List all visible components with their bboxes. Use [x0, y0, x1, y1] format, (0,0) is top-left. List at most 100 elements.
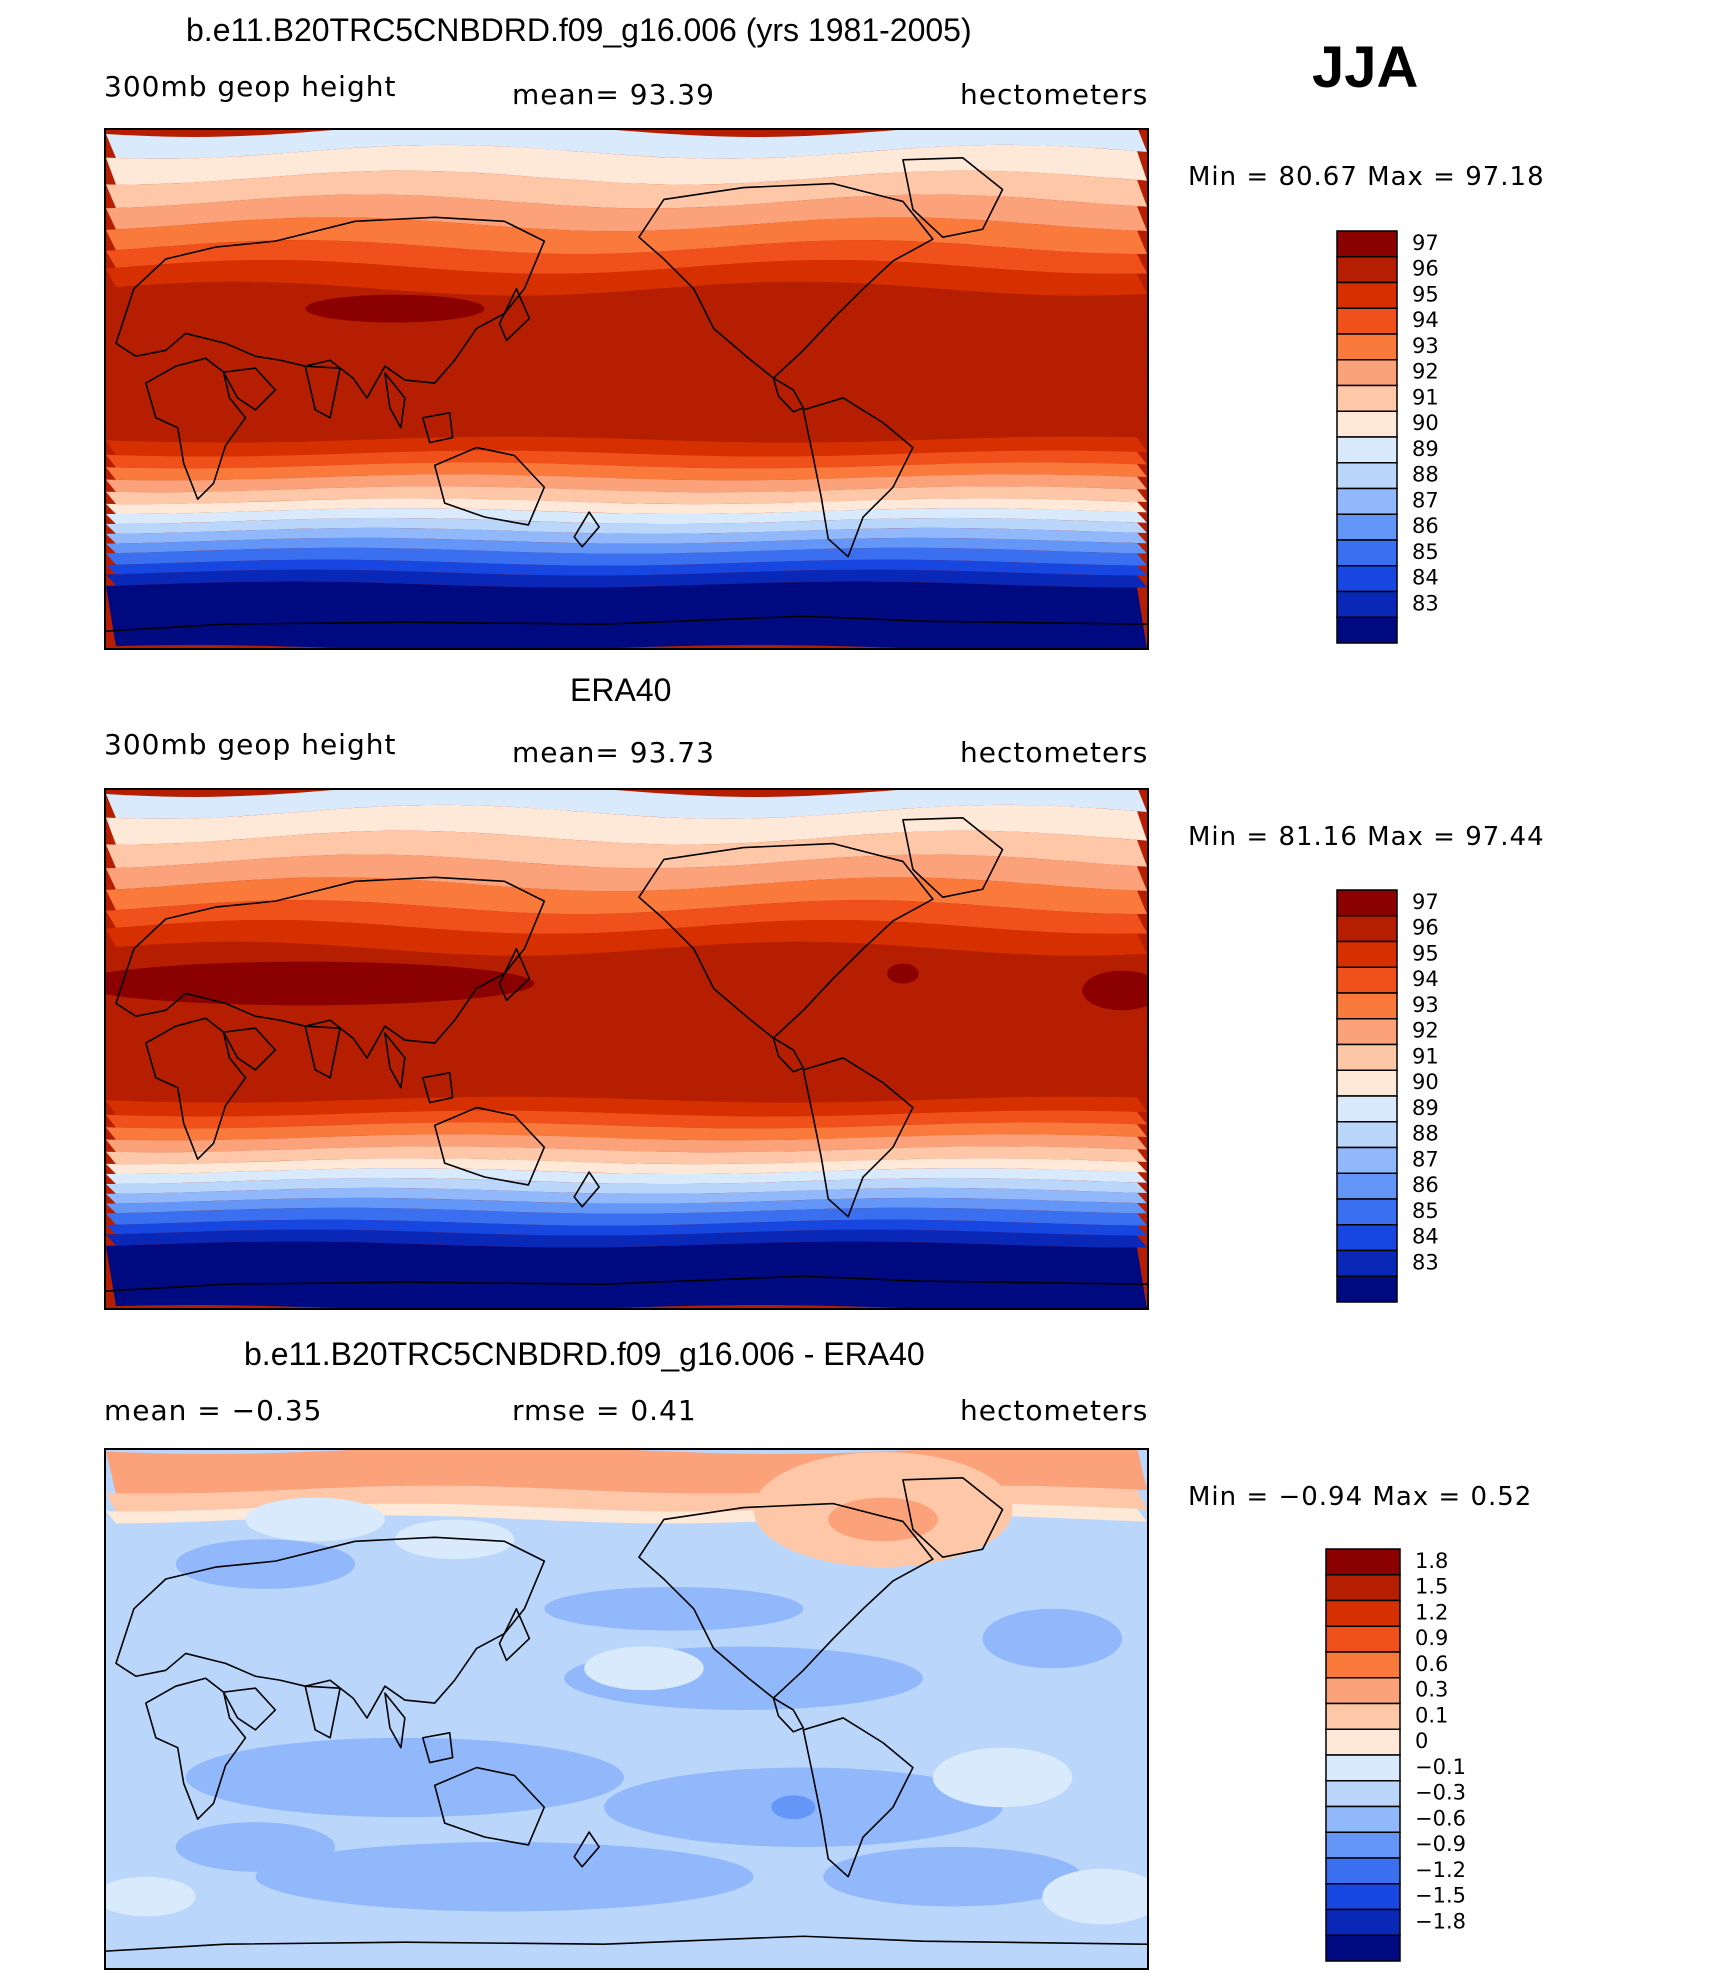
contour-band	[106, 1219, 1147, 1236]
field-anomaly	[175, 1539, 356, 1589]
colorbar-swatch	[1325, 1599, 1401, 1627]
coastline	[304, 1685, 341, 1739]
contour-band	[106, 462, 1147, 481]
contour-band	[106, 900, 1147, 934]
coastline	[222, 1027, 277, 1071]
field-anomaly	[823, 1846, 1083, 1907]
coastline	[498, 287, 531, 342]
contour-band	[106, 569, 1147, 588]
contour-band	[106, 1197, 1147, 1214]
field-anomaly	[245, 1497, 385, 1542]
colorbar-swatch	[1336, 333, 1398, 361]
contour-band	[106, 1096, 1147, 1117]
mean-label-obs: mean= 93.73	[512, 736, 715, 769]
colorbar-swatch	[1325, 1702, 1401, 1730]
colorbar-obs: 97 96 95 94 93 92 91 90 89 88 87 86 85 84 83	[1336, 889, 1486, 1305]
colorbar-label: 93	[1412, 334, 1439, 358]
contour-band	[106, 1158, 1147, 1175]
contour-band	[106, 436, 1147, 457]
colorbar-swatch	[1336, 889, 1398, 917]
contour-band	[106, 1178, 1147, 1194]
colorbar-swatch	[1336, 1043, 1398, 1071]
colorbar-swatch	[1325, 1857, 1401, 1885]
colorbar-swatch	[1336, 1146, 1398, 1174]
colorbar-label: 84	[1412, 1225, 1439, 1249]
contour-band	[106, 170, 1147, 209]
coastline	[802, 397, 914, 558]
coastline	[384, 1032, 406, 1089]
contour-band	[106, 790, 1147, 819]
colorbar-swatch	[1325, 1651, 1401, 1679]
contour-band	[106, 508, 1147, 524]
units-label-obs: hectometers	[960, 736, 1149, 769]
field-anomaly	[982, 1608, 1123, 1669]
rmse-label-diff: rmse = 0.41	[512, 1394, 697, 1427]
colorbar-label: 83	[1412, 591, 1439, 615]
contour-band	[106, 1110, 1147, 1129]
contour-band	[106, 1168, 1147, 1184]
map-diff-svg	[106, 1450, 1147, 1968]
mean-label-model: mean= 93.39	[512, 78, 715, 111]
field-anomaly	[175, 1822, 336, 1872]
contour-band	[106, 877, 1147, 915]
colorbar-svg: 1.81.51.20.90.60.30.10−0.1−0.3−0.6−0.9−1…	[1325, 1548, 1466, 1962]
contour-band	[106, 1207, 1147, 1226]
colorbar-swatch	[1336, 1275, 1398, 1303]
coastline	[145, 357, 247, 500]
colorbar-swatch	[1336, 539, 1398, 567]
colorbar-label: −0.6	[1415, 1806, 1466, 1830]
field-anomaly	[828, 1497, 938, 1542]
field-anomaly	[394, 1519, 515, 1560]
contour-band	[106, 1187, 1147, 1204]
colorbar-swatch	[1336, 1018, 1398, 1046]
colorbar-label: 91	[1412, 1044, 1439, 1068]
contour-band	[106, 450, 1147, 469]
field-minimum	[771, 1795, 816, 1820]
panel-title-model: b.e11.B20TRC5CNBDRD.f09_g16.006 (yrs 198…	[186, 12, 972, 48]
colorbar-swatch	[1336, 992, 1398, 1020]
colorbar-swatch	[1336, 256, 1398, 284]
colorbar-label: 94	[1412, 308, 1439, 332]
colorbar-swatch	[1336, 1198, 1398, 1226]
colorbar-swatch	[1336, 1095, 1398, 1123]
colorbar-swatch	[1336, 230, 1398, 258]
colorbar-label: 90	[1412, 411, 1439, 435]
colorbar-label: 0.9	[1415, 1626, 1448, 1650]
colorbar-label: 87	[1412, 488, 1439, 512]
colorbar-swatch	[1336, 307, 1398, 335]
contour-band	[106, 498, 1147, 515]
contour-band	[106, 194, 1147, 232]
colorbar-label: 93	[1412, 993, 1439, 1017]
colorbar-swatch	[1336, 590, 1398, 618]
colorbar-label: −0.9	[1415, 1832, 1466, 1856]
field-maximum	[106, 961, 535, 1006]
coastline	[802, 1717, 914, 1878]
contour-band	[106, 854, 1147, 892]
contour-band	[106, 259, 1147, 296]
colorbar-swatch	[1336, 1224, 1398, 1252]
colorbar-label: 0.6	[1415, 1652, 1448, 1676]
coastline	[421, 1072, 454, 1104]
colorbar-swatch	[1336, 616, 1398, 644]
field-maximum	[1082, 970, 1147, 1011]
contour-band	[106, 130, 1147, 159]
contour-band	[106, 1134, 1147, 1153]
variable-label-obs: 300mb geop height	[104, 728, 397, 761]
coastline	[573, 1171, 600, 1208]
units-label-diff: hectometers	[960, 1394, 1149, 1427]
coastline	[902, 156, 1004, 238]
colorbar-swatch	[1336, 462, 1398, 490]
colorbar-label: 97	[1412, 890, 1439, 914]
panel-title-obs: ERA40	[570, 672, 672, 708]
map-obs-svg	[106, 790, 1147, 1308]
contour-band	[106, 518, 1147, 534]
contour-band	[106, 804, 1147, 845]
colorbar-swatch	[1336, 410, 1398, 438]
colorbar-swatch	[1336, 281, 1398, 309]
coastline	[638, 1502, 934, 1699]
field-anomaly	[544, 1586, 804, 1631]
colorbar-label: 94	[1412, 967, 1439, 991]
contour-band	[106, 424, 1147, 443]
minmax-label-obs: Min = 81.16 Max = 97.44	[1188, 822, 1545, 852]
